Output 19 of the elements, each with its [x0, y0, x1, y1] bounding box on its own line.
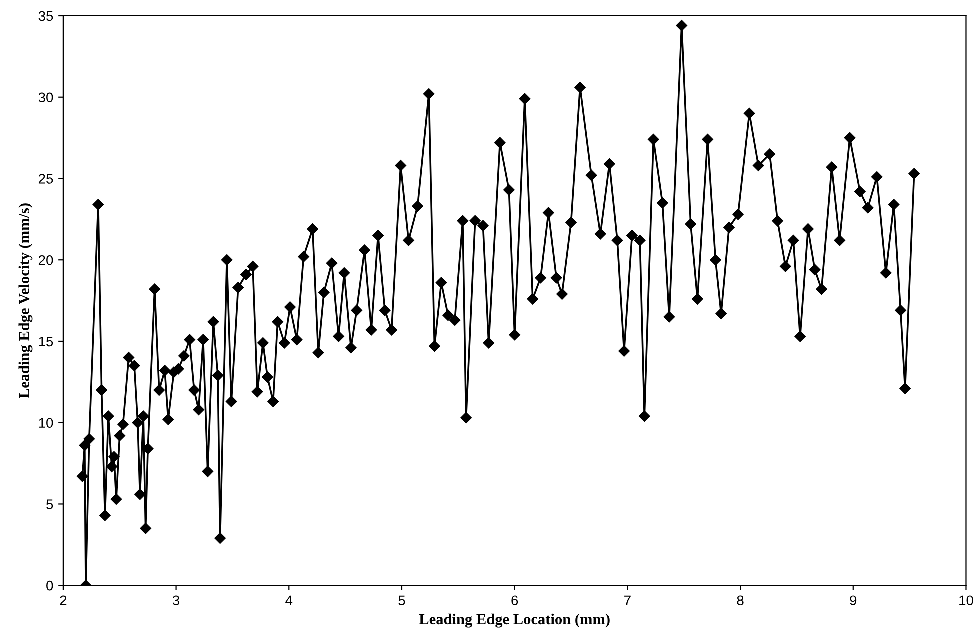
x-tick-label: 6 [512, 596, 518, 606]
y-tick-label: 20 [38, 255, 54, 266]
y-tick-label: 5 [46, 500, 54, 510]
y-tick-label: 25 [38, 174, 54, 184]
x-tick-label: 10 [960, 596, 974, 606]
x-tick-label: 4 [286, 596, 293, 606]
y-tick-label: 0 [46, 580, 54, 591]
x-tick-label: 7 [624, 596, 631, 606]
y-tick-label: 35 [38, 11, 54, 22]
y-axis-title: Leading Edge Velocity (mm/s) [18, 204, 33, 398]
x-tick-label: 3 [172, 596, 180, 606]
x-tick-label: 8 [737, 596, 744, 606]
x-tick-label: 2 [60, 596, 67, 606]
x-tick-label: 9 [850, 596, 857, 606]
y-tick-label: 15 [39, 336, 54, 347]
y-tick-label: 10 [39, 418, 54, 428]
x-tick-label: 5 [398, 596, 406, 606]
x-axis-title: Leading Edge Location (mm) [419, 614, 610, 628]
y-tick-label: 30 [38, 92, 54, 103]
